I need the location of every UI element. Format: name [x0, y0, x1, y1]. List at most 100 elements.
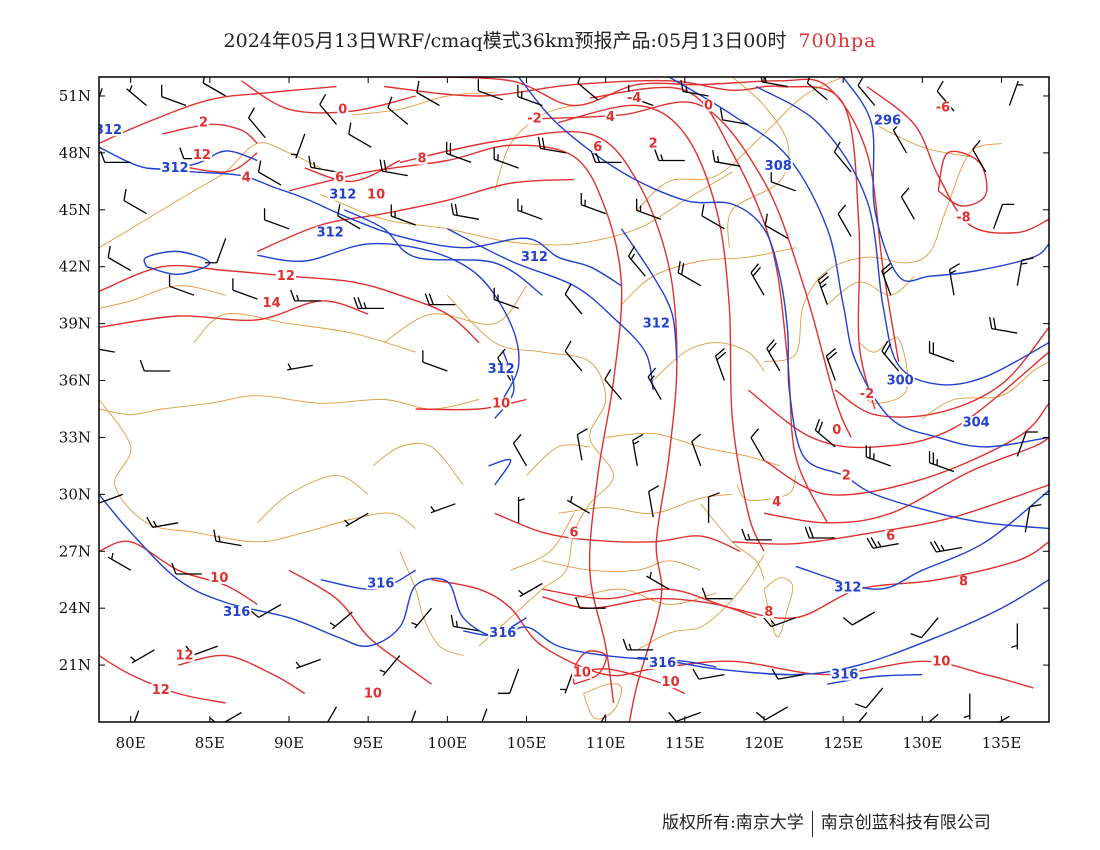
temperature-contour-label: 10: [932, 654, 950, 669]
contour-label-bg: [526, 112, 543, 125]
border-line: [526, 444, 590, 476]
contour-label-bg: [833, 581, 863, 594]
x-tick-label: 105E: [507, 734, 547, 752]
temperature-contour: [99, 85, 337, 145]
wind-barb: [764, 213, 789, 239]
wind-barb: [416, 80, 440, 107]
wind-barb: [450, 614, 480, 632]
y-tick-label: 42N: [59, 258, 91, 276]
wind-barb: [290, 289, 321, 302]
wind-barb: [99, 88, 103, 114]
contour-label-bg: [328, 188, 358, 201]
contour-label-bg: [763, 160, 793, 173]
wind-barb: [928, 451, 955, 473]
height-contour: [620, 228, 678, 362]
height-contour-label: 312: [834, 580, 861, 595]
wind-barb: [337, 204, 361, 230]
wind-barb: [825, 348, 838, 381]
temperature-contour-label: 12: [175, 649, 193, 664]
height-contour: [143, 250, 211, 276]
wind-barb: [928, 341, 955, 363]
temperature-contour: [589, 86, 828, 524]
wind-barb: [123, 188, 147, 215]
copyright-right: 南京创蓝科技有限公司: [820, 813, 991, 833]
wind-barb: [287, 363, 313, 371]
temperature-contour: [866, 85, 1049, 234]
wind-barb: [712, 150, 741, 167]
wind-barb: [714, 348, 727, 381]
contour-label-bg: [366, 577, 396, 590]
border-line: [922, 361, 1049, 419]
wind-barb: [636, 198, 662, 220]
wind-barb: [622, 638, 654, 651]
height-contour: [488, 458, 512, 486]
wind-barb: [329, 611, 353, 630]
contour-label-bg: [488, 626, 518, 639]
wind-barb: [948, 263, 960, 296]
temperature-contour-label: -8: [956, 210, 970, 225]
border-line: [652, 342, 765, 381]
wind-barb: [604, 369, 622, 400]
wind-barb: [379, 159, 408, 177]
wind-barb: [424, 293, 456, 306]
temperature-contour-label: 8: [417, 152, 426, 167]
border-line: [573, 588, 717, 605]
height-contour-label: 312: [488, 362, 515, 377]
border-line: [99, 285, 226, 309]
contour-label-bg: [604, 110, 616, 123]
wind-barb: [833, 141, 852, 173]
wind-barb: [910, 617, 939, 639]
wind-barb: [564, 340, 583, 372]
wind-barb: [477, 79, 504, 101]
contour-labels-layer: 14121086420-2-4-6-8-20246688101010101212…: [95, 91, 991, 702]
wind-barb: [411, 607, 432, 629]
wind-barb: [857, 77, 876, 106]
contour-label-bg: [955, 211, 972, 224]
wind-barb: [707, 492, 720, 523]
wind-barb: [319, 94, 337, 125]
height-contour-label: 304: [963, 415, 990, 430]
temperature-contour-label: 10: [573, 666, 591, 681]
contour-label-bg: [957, 575, 970, 588]
wind-barb: [804, 526, 836, 539]
wind-barb: [446, 141, 472, 164]
wind-barb: [1016, 431, 1038, 457]
y-tick-label: 33N: [59, 428, 91, 446]
contour-label-bg: [519, 251, 549, 264]
wind-barb: [741, 528, 772, 541]
temperature-contour-label: 6: [569, 525, 578, 540]
height-contour-label: 312: [161, 161, 188, 176]
height-contour-label: 316: [489, 626, 516, 641]
temperature-contour-label: 6: [335, 171, 344, 186]
border-line: [257, 474, 369, 524]
wind-barb: [390, 204, 416, 226]
contour-label-bg: [840, 469, 852, 482]
wind-barb: [849, 712, 868, 722]
wind-barb: [646, 571, 670, 590]
height-contour-label: 312: [317, 226, 344, 241]
wind-barb: [205, 238, 227, 264]
wind-barb: [130, 649, 155, 664]
wind-barb: [387, 96, 409, 125]
wind-barb: [517, 198, 543, 220]
map-title: 2024年05月13日WRF/cmaq模式36km预报产品:05月13日00时 7…: [0, 26, 1100, 53]
temperature-contour-label: -2: [860, 387, 874, 402]
temperature-contour: [558, 104, 765, 552]
wind-barb: [648, 485, 660, 518]
wind-barb: [750, 428, 765, 461]
wind-barb: [989, 316, 1018, 334]
contour-label-bg: [858, 387, 876, 400]
height-contour: [668, 77, 1049, 448]
temperature-contour-label: 12: [152, 683, 170, 698]
copyright-left: 版权所有:南京大学: [662, 813, 804, 833]
contour-label-bg: [491, 397, 512, 410]
temperature-contour-label: 10: [662, 675, 680, 690]
wind-barb: [766, 339, 781, 372]
temperature-contour-label: 8: [764, 605, 773, 620]
temperature-contour-label: 10: [364, 687, 382, 702]
wind-barb: [99, 346, 115, 353]
height-contour-label: 312: [95, 123, 122, 138]
height-contour: [99, 493, 1049, 676]
border-line: [372, 442, 464, 486]
wind-barb: [854, 687, 884, 709]
